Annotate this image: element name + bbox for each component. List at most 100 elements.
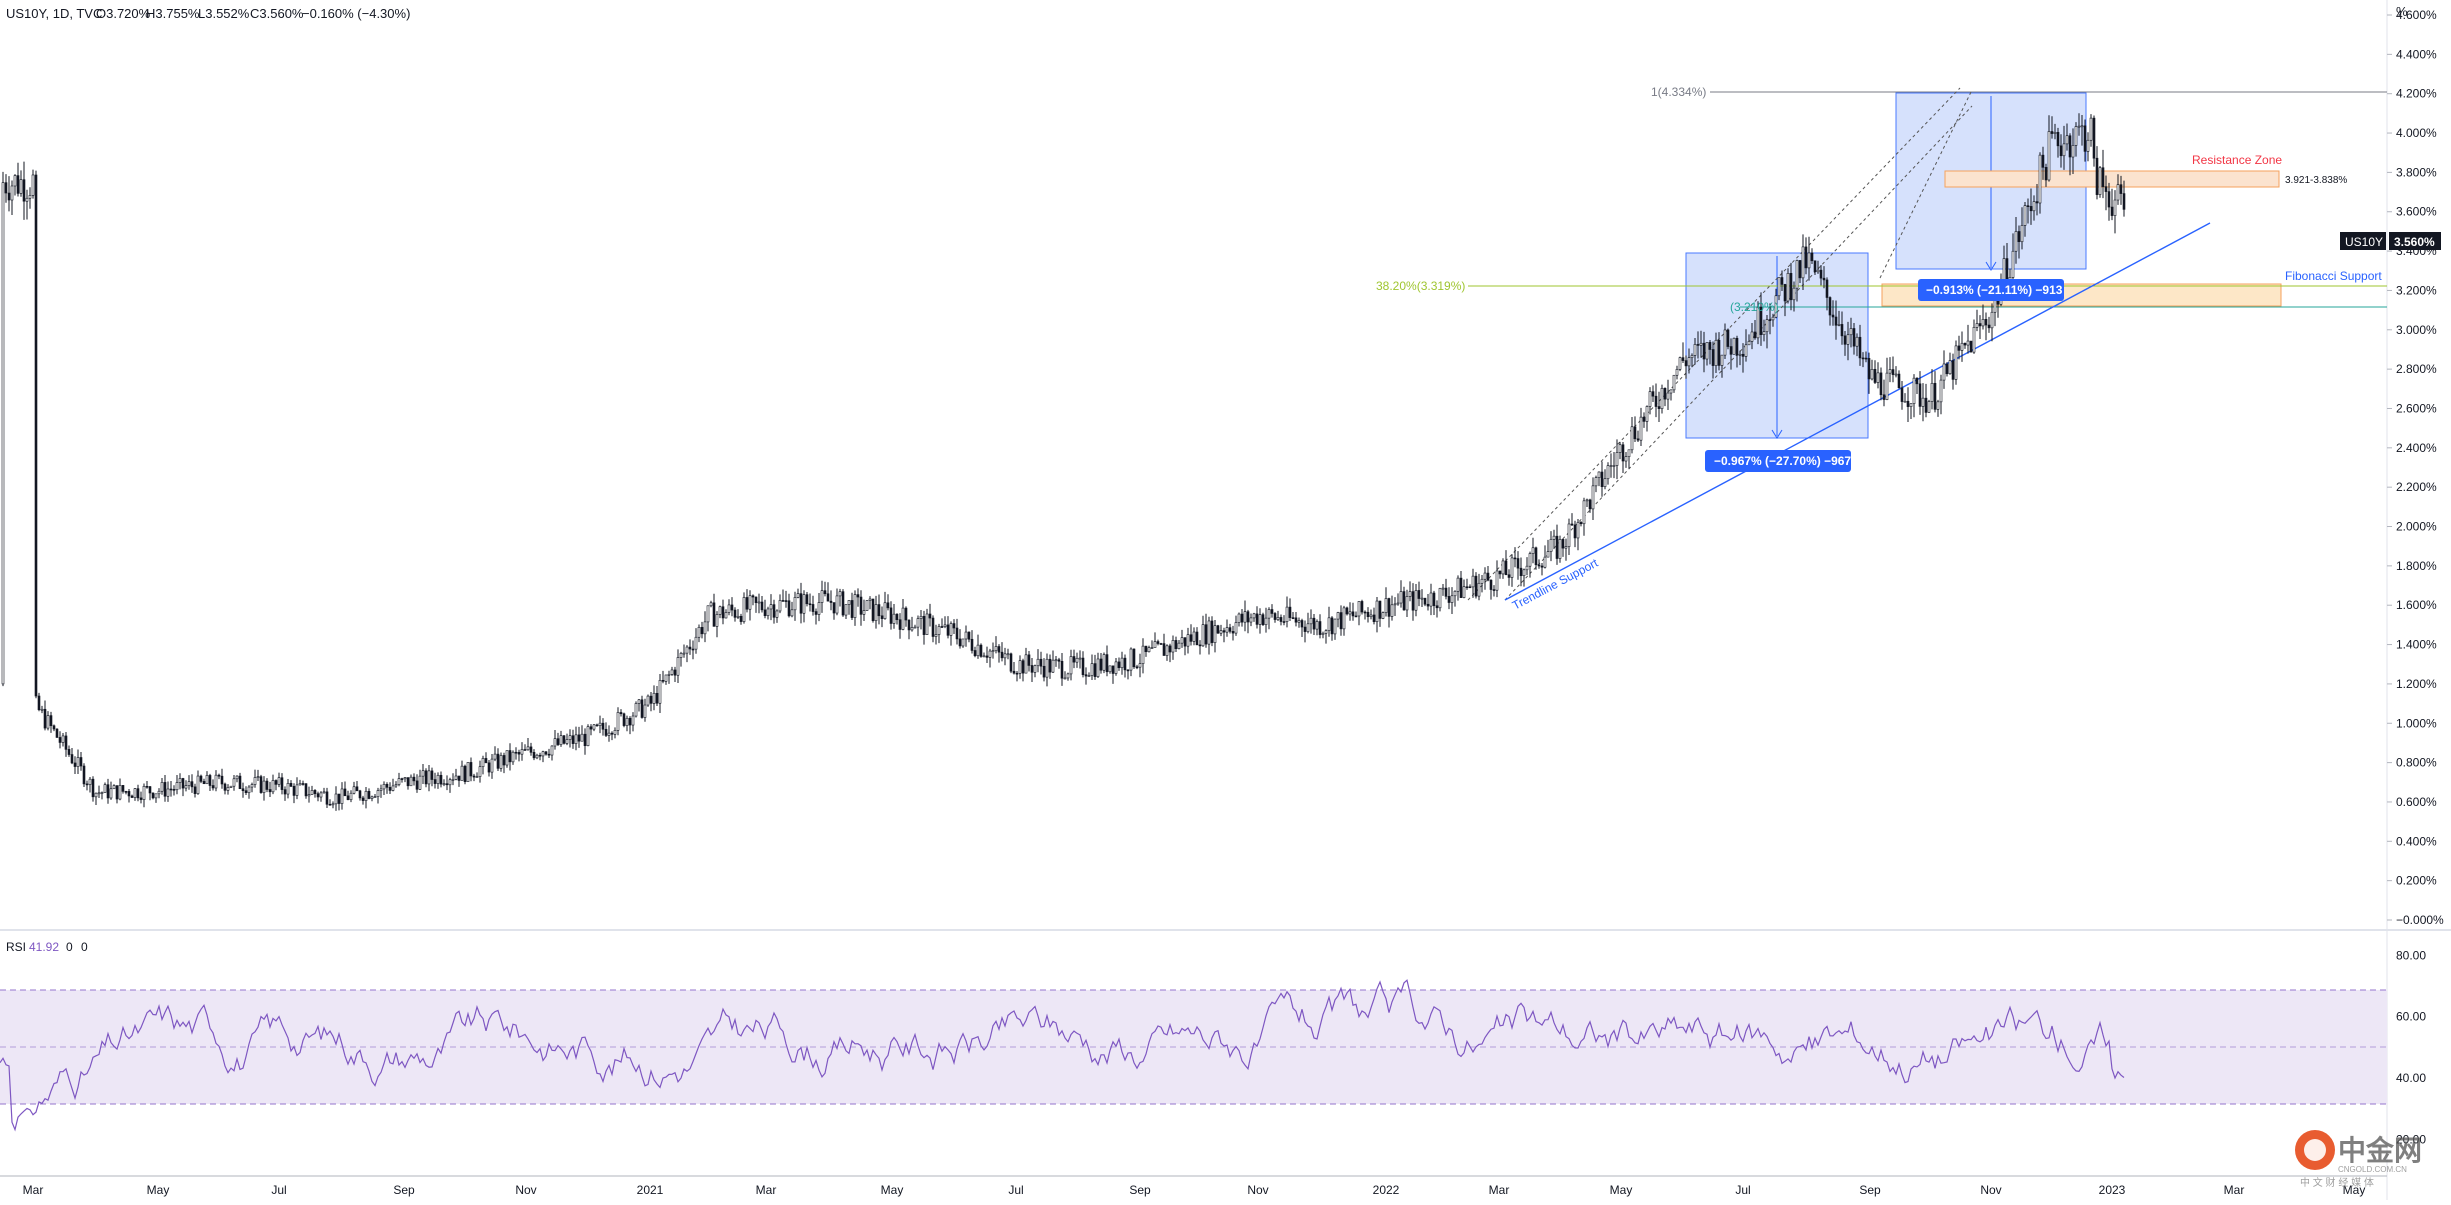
candle-body [1330, 617, 1334, 635]
candle-body [2014, 231, 2018, 252]
candle-body [1867, 358, 1871, 380]
candle-body [1171, 640, 1175, 653]
candle-body [181, 778, 185, 789]
candle-body [115, 785, 119, 800]
candle-body [673, 669, 677, 676]
candle-body [226, 787, 230, 791]
candle-body [1552, 535, 1556, 540]
candle-body [2032, 201, 2036, 212]
candle-body [955, 627, 959, 640]
candle-body [730, 604, 734, 611]
candle-body [571, 735, 575, 744]
channel-line-1 [1467, 87, 1961, 601]
candle-body [1081, 657, 1085, 675]
candle-body [436, 774, 440, 784]
candle-body [1798, 260, 1802, 279]
candle-body [670, 669, 674, 675]
candle-body [1060, 660, 1064, 679]
candle-body [1549, 538, 1553, 552]
candle-body [598, 722, 602, 726]
candle-body [1126, 669, 1130, 672]
resistance-zone-rect [1944, 170, 2280, 188]
candle-body [448, 779, 452, 786]
candle-body [412, 776, 416, 782]
candle-body [1363, 611, 1367, 614]
candle-body [442, 783, 446, 785]
candle-body [1936, 401, 1940, 410]
price-tick-label: 4.400% [2396, 47, 2437, 61]
candle-body [679, 653, 683, 658]
time-tick-label: Jul [271, 1183, 286, 1197]
candle-body [562, 735, 566, 744]
candle-body [1369, 614, 1373, 618]
candle-body [1927, 401, 1931, 413]
candle-body [1174, 640, 1178, 650]
candle-body [1132, 648, 1136, 668]
candle-body [406, 777, 410, 787]
candle-body [1981, 319, 1985, 327]
candle-body [787, 600, 791, 617]
watermark-url: CNGOLD.COM.CN [2338, 1165, 2407, 1174]
candle-body [1786, 273, 1790, 302]
candle-body [1021, 660, 1025, 674]
candle-body [256, 776, 260, 778]
candle-body [1249, 617, 1253, 623]
candle-body [1372, 614, 1376, 622]
candle-body [856, 594, 860, 598]
candle-body [988, 650, 992, 658]
candle-body [265, 780, 269, 790]
candle-body [424, 770, 428, 785]
candle-body [1297, 620, 1301, 623]
candle-body [1915, 377, 1919, 385]
candle-body [697, 627, 701, 638]
candle-body [1897, 373, 1901, 389]
candle-body [850, 600, 854, 618]
candle-body [1555, 535, 1559, 559]
candle-body [2038, 154, 2042, 204]
time-tick-label: Mar [2224, 1183, 2245, 1197]
price-tick-label: 1.600% [2396, 598, 2437, 612]
candle-body [898, 619, 902, 630]
candle-body [595, 724, 599, 727]
measure-arrowhead-1 [1771, 429, 1783, 439]
candle-body [262, 780, 266, 793]
candle-body [841, 591, 845, 616]
candle-body [169, 788, 173, 791]
candle-body [1678, 357, 1682, 370]
candle-body [931, 617, 935, 637]
candle-body [979, 644, 983, 657]
candle-body [175, 782, 179, 791]
candle-body [394, 784, 398, 787]
candle-body [1243, 611, 1247, 623]
candle-body [292, 786, 296, 796]
candle-body [1057, 659, 1061, 662]
candle-body [508, 750, 512, 763]
candle-body [703, 621, 707, 635]
candle-body [514, 751, 518, 754]
candle-body [433, 779, 437, 784]
candle-body [418, 775, 422, 790]
candle-body [1588, 499, 1592, 510]
candle-body [1516, 558, 1520, 569]
candle-body [757, 601, 761, 604]
candle-body [391, 785, 395, 791]
candle-body [622, 713, 626, 726]
candle-body [1072, 656, 1076, 663]
candle-body [1615, 452, 1619, 466]
candle-body [1051, 659, 1055, 673]
candle-body [1273, 613, 1277, 620]
candle-body [1195, 631, 1199, 646]
candle-body [1861, 357, 1865, 360]
candle-body [1597, 471, 1601, 478]
candle-body [613, 730, 617, 735]
candle-body [793, 597, 797, 611]
candle-body [940, 626, 944, 628]
fib-top-label: 1(4.334%) [1651, 85, 1706, 99]
candle-body [7, 192, 11, 201]
candle-body [1480, 578, 1484, 584]
candle-body [1486, 572, 1490, 581]
candle-body [1807, 252, 1811, 269]
candle-body [94, 792, 98, 798]
candle-body [214, 774, 218, 789]
candle-body [1162, 643, 1166, 656]
